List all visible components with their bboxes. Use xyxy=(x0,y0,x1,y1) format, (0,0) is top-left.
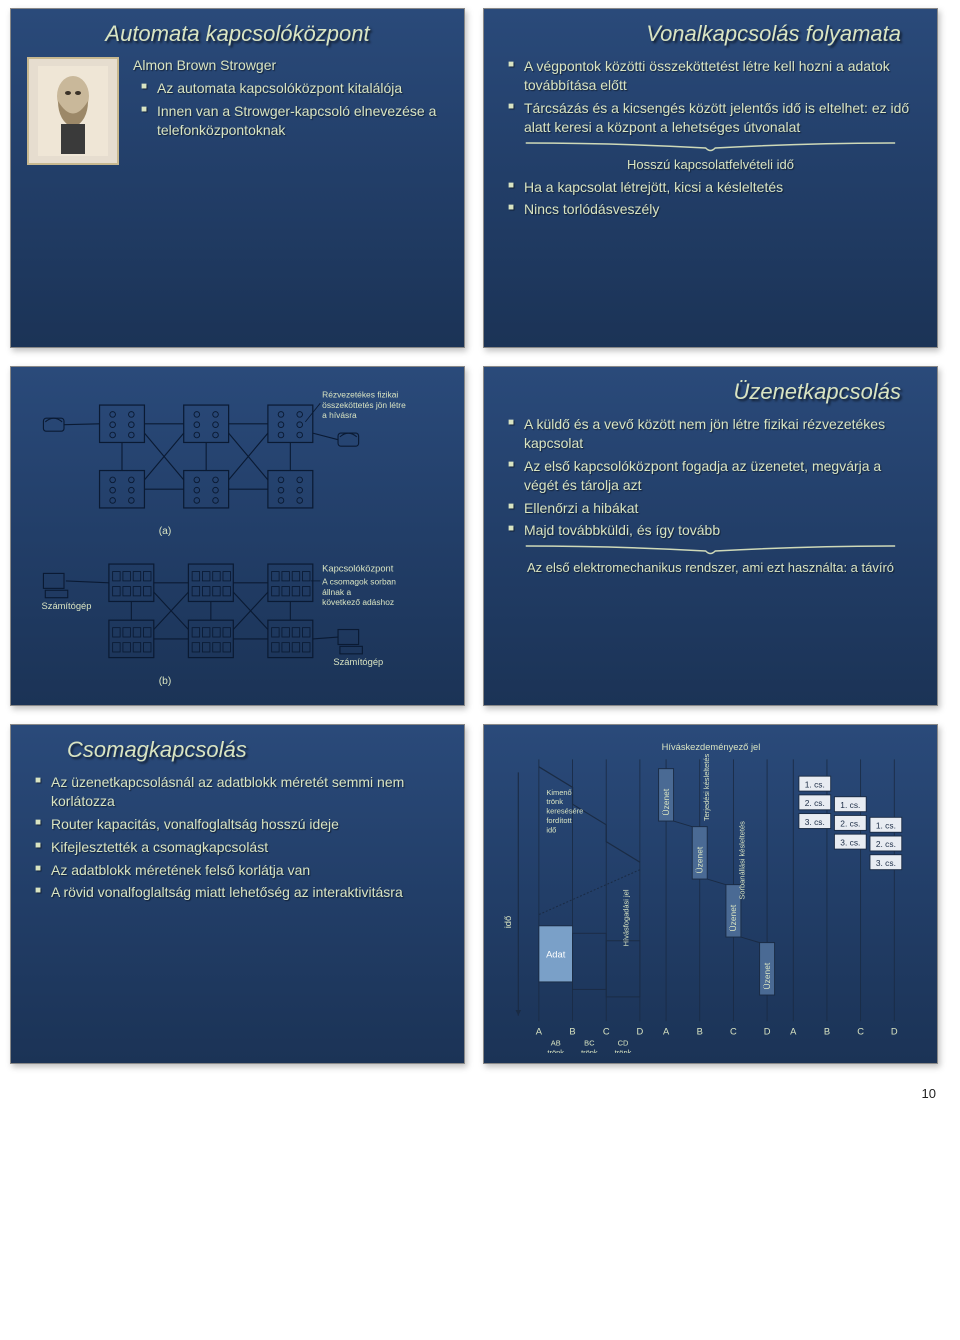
brace-note: Hosszú kapcsolatfelvételi idő xyxy=(500,157,921,172)
bullet: Ellenőrzi a hibákat xyxy=(508,499,913,518)
bullet: Kifejlesztették a csomagkapcsolást xyxy=(35,838,440,857)
svg-text:Számítógép: Számítógép xyxy=(42,601,92,611)
svg-text:fordított: fordított xyxy=(546,816,572,825)
svg-text:3. cs.: 3. cs. xyxy=(805,817,825,827)
portrait-caption: Almon Brown Strowger xyxy=(133,57,448,73)
svg-text:1. cs.: 1. cs. xyxy=(805,779,825,789)
svg-text:A: A xyxy=(536,1026,543,1036)
svg-text:A: A xyxy=(663,1026,670,1036)
svg-text:B: B xyxy=(824,1026,830,1036)
svg-text:Számítógép: Számítógép xyxy=(333,657,383,667)
svg-text:D: D xyxy=(891,1026,898,1036)
bullet: Router kapacitás, vonalfoglaltság hosszú… xyxy=(35,815,440,834)
svg-text:B: B xyxy=(697,1026,703,1036)
slide-vonalkapcsolas: Vonalkapcsolás folyamata A végpontok köz… xyxy=(483,8,938,348)
svg-text:BC: BC xyxy=(584,1039,595,1048)
svg-text:B: B xyxy=(569,1026,575,1036)
svg-text:trönk: trönk xyxy=(546,797,563,806)
svg-text:összeköttetés jön létre: összeköttetés jön létre xyxy=(322,400,406,410)
brace-icon xyxy=(521,141,900,155)
svg-text:idő: idő xyxy=(546,825,556,834)
svg-text:Kimenő: Kimenő xyxy=(546,788,571,797)
svg-text:1. cs.: 1. cs. xyxy=(840,800,860,810)
slide-timing-chart: Híváskezdeményező jelidőABCDABCDABCDKime… xyxy=(483,724,938,1064)
svg-text:Adat: Adat xyxy=(546,950,566,960)
svg-text:Sorbanállási késleltetés: Sorbanállási késleltetés xyxy=(738,821,747,900)
bullet: Az üzenetkapcsolásnál az adatblokk méret… xyxy=(35,773,440,811)
svg-text:a hívásra: a hívásra xyxy=(322,410,357,420)
svg-text:A csomagok sorban: A csomagok sorban xyxy=(322,577,396,587)
svg-text:2. cs.: 2. cs. xyxy=(840,819,860,829)
svg-text:Híváskezdeményező jel: Híváskezdeményező jel xyxy=(662,742,761,752)
slide-title: Vonalkapcsolás folyamata xyxy=(500,21,921,47)
svg-text:2. cs.: 2. cs. xyxy=(876,839,896,849)
slide-title: Üzenetkapcsolás xyxy=(500,379,921,405)
slide-title: Automata kapcsolóközpont xyxy=(27,21,448,47)
svg-text:Rézvezetékes fizikai: Rézvezetékes fizikai xyxy=(322,390,398,400)
svg-text:idő: idő xyxy=(503,916,513,928)
svg-text:Kapcsolóközpont: Kapcsolóközpont xyxy=(322,564,394,574)
svg-text:C: C xyxy=(730,1026,737,1036)
svg-text:2. cs.: 2. cs. xyxy=(805,798,825,808)
slide-uzenetkapcsolas: Üzenetkapcsolás A küldő és a vevő között… xyxy=(483,366,938,706)
svg-text:AB: AB xyxy=(551,1039,561,1048)
svg-text:C: C xyxy=(857,1026,864,1036)
bullet: Tárcsázás és a kicsengés között jelentős… xyxy=(508,99,913,137)
svg-text:CD: CD xyxy=(618,1039,629,1048)
svg-text:Hívásfogadási jel: Hívásfogadási jel xyxy=(622,889,631,946)
svg-text:trönk: trönk xyxy=(547,1048,564,1053)
svg-text:trönk: trönk xyxy=(615,1048,632,1053)
svg-text:(b): (b) xyxy=(159,676,172,687)
svg-text:A: A xyxy=(790,1026,797,1036)
svg-text:C: C xyxy=(603,1026,610,1036)
bullet: Ha a kapcsolat létrejött, kicsi a késlel… xyxy=(508,178,913,197)
svg-text:1. cs.: 1. cs. xyxy=(876,821,896,831)
svg-text:D: D xyxy=(637,1026,644,1036)
bullet: A küldő és a vevő között nem jön létre f… xyxy=(508,415,913,453)
bullet: Majd továbbküldi, és így tovább xyxy=(508,521,913,540)
brace-icon xyxy=(521,544,900,558)
svg-text:Üzenet: Üzenet xyxy=(695,846,705,873)
strowger-portrait xyxy=(27,57,119,165)
svg-text:trönk: trönk xyxy=(581,1048,598,1053)
svg-text:keresésére: keresésére xyxy=(546,807,583,816)
slide-network-diagram: Rézvezetékes fizikaiösszeköttetés jön lé… xyxy=(10,366,465,706)
svg-text:3. cs.: 3. cs. xyxy=(876,858,896,868)
brace-note: Az első elektromechanikus rendszer, ami … xyxy=(500,560,921,575)
svg-text:állnak a: állnak a xyxy=(322,587,351,597)
slide-csomagkapcsolas: Csomagkapcsolás Az üzenetkapcsolásnál az… xyxy=(10,724,465,1064)
slide-automata: Automata kapcsolóközpont Almon Brown Str… xyxy=(10,8,465,348)
svg-text:következő adáshoz: következő adáshoz xyxy=(322,597,394,607)
bullet: A végpontok közötti összeköttetést létre… xyxy=(508,57,913,95)
bullet: Az első kapcsolóközpont fogadja az üzene… xyxy=(508,457,913,495)
bullet: Innen van a Strowger-kapcsoló elnevezése… xyxy=(141,102,440,140)
svg-text:D: D xyxy=(764,1026,771,1036)
bullet: Az automata kapcsolóközpont kitalálója xyxy=(141,79,440,98)
bullet: Az adatblokk méretének felső korlátja va… xyxy=(35,861,440,880)
bullet: Nincs torlódásveszély xyxy=(508,200,913,219)
svg-text:Üzenet: Üzenet xyxy=(661,788,671,815)
svg-text:(a): (a) xyxy=(159,526,172,537)
svg-text:3. cs.: 3. cs. xyxy=(840,837,860,847)
svg-text:Üzenet: Üzenet xyxy=(762,962,772,989)
bullet: A rövid vonalfoglaltság miatt lehetőség … xyxy=(35,883,440,902)
svg-text:Terjedési késleltetés: Terjedési késleltetés xyxy=(702,754,711,822)
svg-text:Üzenet: Üzenet xyxy=(728,904,738,931)
page-number: 10 xyxy=(10,1082,950,1101)
slide-title: Csomagkapcsolás xyxy=(27,737,448,763)
